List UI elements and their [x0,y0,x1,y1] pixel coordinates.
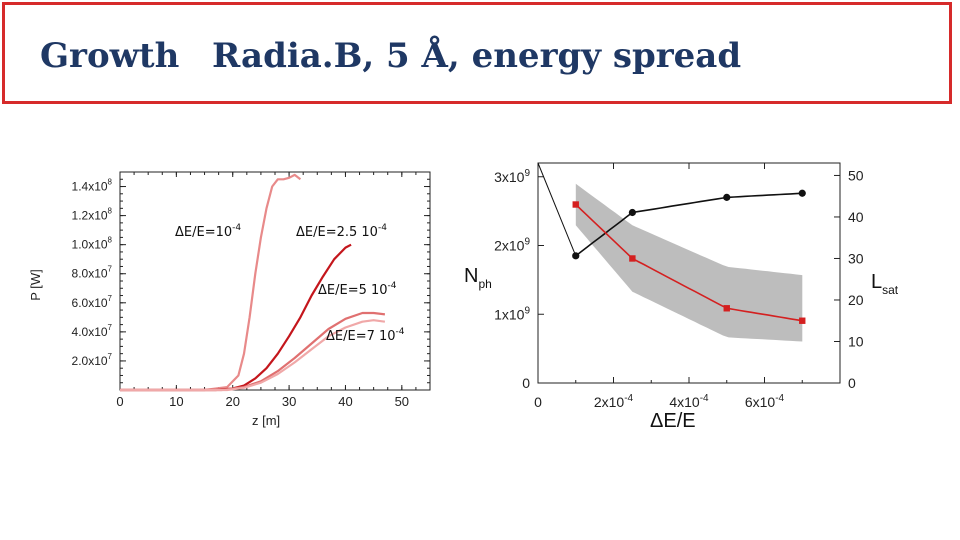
left-y-tick-label-mantissa: 6.0x10 [72,296,108,310]
right-y-left-tick-label-exponent: 9 [524,168,530,179]
lsat-point [799,317,806,324]
left-y-tick-label-exponent: 7 [108,294,113,303]
annotation-base: ΔE/E=5 10 [318,283,388,298]
right-y-left-tick-label-mantissa: 1x10 [494,306,525,322]
right-y-right-tick-label: 40 [848,209,864,225]
right-y-left-tick-label: 1x109 [494,305,530,322]
right-y-left-tick-label-exponent: 9 [524,237,530,248]
left-y-tick-label: 8.0x107 [72,265,113,281]
left-x-tick-label: 0 [116,394,123,409]
lsat-sub: sat [882,283,899,297]
right-x-tick-label-exponent: -4 [700,393,709,404]
left-chart: 0 10 20 30 40 50 2.0x1074.0x1076.0x1078.0x107… [28,171,431,428]
left-series-line-4 [120,319,386,392]
right-x-tick-label: 2x10-4 [594,393,634,410]
nph-point [798,189,806,197]
left-y-tick-label-mantissa: 1.0x10 [72,238,108,252]
left-y-tick-label-exponent: 7 [108,265,113,274]
left-y-tick-label-exponent: 8 [108,207,113,216]
lsat-base: L [871,271,882,293]
lsat-point [572,201,579,208]
left-series-line-1 [120,173,302,392]
right-y-right-tick-label: 50 [848,167,864,183]
left-y-tick-label: 1.2x108 [72,207,113,223]
right-y-left-tick-label: 2x109 [494,237,530,254]
right-y-left-label: Nph [464,265,492,291]
annotation-exp: -4 [232,223,241,233]
left-x-tick-label: 50 [395,394,409,409]
right-y-right-tick-label: 0 [848,375,856,391]
annotation-exp: -4 [378,223,387,233]
annotation-de-2-5e-4: ΔE/E=2.5 10-4 [296,223,387,240]
left-y-tick-label-mantissa: 4.0x10 [72,325,108,339]
right-y-left-tick-label: 0 [522,375,530,391]
left-y-tick-label-exponent: 8 [108,236,113,245]
left-y-tick-label-mantissa: 1.2x10 [72,209,108,223]
left-x-tick-label: 40 [338,394,352,409]
left-y-tick-label-mantissa: 1.4x10 [72,180,108,194]
nph-sub: ph [478,277,491,291]
left-series-line-2 [120,243,352,392]
left-y-tick-label-mantissa: 8.0x10 [72,267,108,281]
right-y-left-tick-label-mantissa: 2x10 [494,238,525,254]
left-y-tick-label-mantissa: 2.0x10 [72,354,108,368]
annotation-exp: -4 [388,281,397,291]
nph-series-line [575,192,803,257]
annotation-base: ΔE/E=7 10 [326,329,396,344]
left-y-tick-label-exponent: 7 [108,323,113,332]
annotation-exp: -4 [396,327,405,337]
annotation-base: ΔE/E=10 [175,225,232,240]
annotation-de-1e-4: ΔE/E=10-4 [175,223,241,240]
right-y-right-label: Lsat [871,271,899,297]
right-x-tick-label-exponent: -4 [775,393,784,404]
left-y-tick-label: 6.0x107 [72,294,113,310]
nph-point [723,193,731,201]
right-x-axis-label: ΔE/E [650,410,696,432]
left-y-tick-label: 4.0x107 [72,323,113,339]
left-y-tick-label: 1.0x108 [72,236,113,252]
slide-title-growth: Growth [40,36,180,76]
left-y-tick-label: 2.0x107 [72,352,113,368]
right-x-tick-label: 6x10-4 [745,393,785,410]
right-y-left-tick-label: 3x109 [494,168,530,185]
right-y-left-tick-label-mantissa: 3x10 [494,169,525,185]
lsat-point [629,255,636,262]
lsat-uncertainty-band [575,183,803,342]
right-y-right-tick-label: 30 [848,250,864,266]
left-y-tick-label: 1.4x108 [72,178,113,194]
right-x-tick-label-mantissa: 0 [534,394,542,410]
left-x-tick-label: 20 [225,394,239,409]
left-series-line-3 [120,311,386,392]
right-x-tick-label: 4x10-4 [669,393,709,410]
left-x-axis-label: z [m] [252,413,280,428]
annotation-de-7e-4: ΔE/E=7 10-4 [326,327,405,344]
right-x-tick-label-mantissa: 4x10 [669,394,700,410]
left-y-tick-label-exponent: 8 [108,178,113,187]
annotation-de-5e-4: ΔE/E=5 10-4 [318,281,397,298]
slide-title-subject: Radia.B, 5 Å, energy spread [212,36,742,76]
annotation-base: ΔE/E=2.5 10 [296,225,378,240]
lsat-series-line [575,203,803,322]
diagonal-line [537,162,577,257]
left-x-tick-label: 30 [282,394,296,409]
lsat-point [723,305,730,312]
left-x-tick-label: 10 [169,394,183,409]
right-x-tick-label: 0 [534,394,542,410]
title-frame [2,2,952,104]
right-x-tick-label-exponent: -4 [624,393,633,404]
nph-point [572,252,580,260]
nph-base: N [464,265,478,287]
right-x-tick-label-mantissa: 2x10 [594,394,625,410]
left-y-axis-label: P [W] [28,269,43,301]
right-y-left-tick-label-mantissa: 0 [522,375,530,391]
right-y-left-tick-label-exponent: 9 [524,305,530,316]
nph-point [628,208,636,217]
right-x-tick-label-mantissa: 6x10 [745,394,776,410]
right-y-right-tick-label: 20 [848,292,864,308]
right-y-right-tick-label: 10 [848,333,864,349]
left-y-tick-label-exponent: 7 [108,352,113,361]
